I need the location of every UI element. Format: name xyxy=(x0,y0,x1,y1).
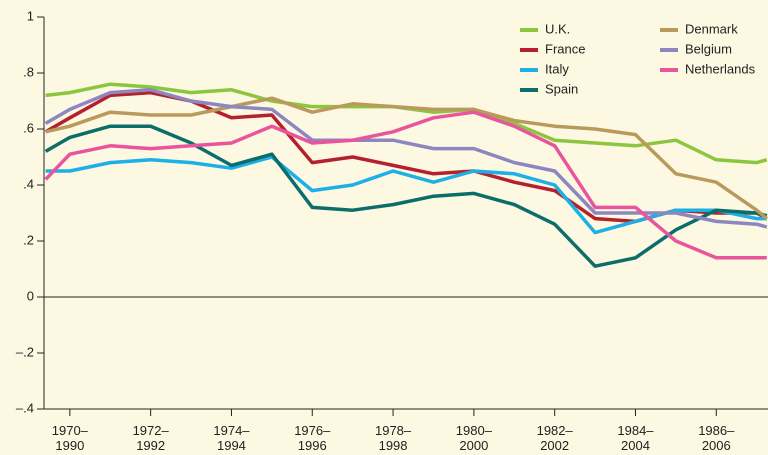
x-tick-label: 1984–2004 xyxy=(617,423,654,453)
y-tick-label: .4 xyxy=(23,176,34,191)
x-tick-label: 1978–1998 xyxy=(374,423,412,453)
x-tick-label: 1970–1990 xyxy=(51,423,88,453)
x-tick-label: 1972–1992 xyxy=(132,423,169,453)
legend-label: Denmark xyxy=(685,21,738,36)
series-line xyxy=(45,82,768,165)
series-line xyxy=(44,110,767,260)
legend-label: France xyxy=(545,41,585,56)
x-tick-label: 1974–1994 xyxy=(213,423,250,453)
x-tick-label: 1976–1996 xyxy=(294,423,331,453)
y-tick-label: –.4 xyxy=(16,400,34,415)
y-tick-label: .6 xyxy=(23,120,34,135)
legend-label: Italy xyxy=(545,61,569,76)
legend-label: Spain xyxy=(545,81,578,96)
series-line xyxy=(44,88,768,229)
x-tick-label: 1982–2002 xyxy=(536,423,573,453)
x-tick-label: 1986–2006 xyxy=(698,423,735,453)
legend-label: Netherlands xyxy=(685,61,756,76)
legend-label: Belgium xyxy=(685,41,732,56)
y-tick-label: 1 xyxy=(27,8,34,23)
y-tick-label: –.2 xyxy=(16,344,34,359)
y-tick-label: .8 xyxy=(23,64,34,79)
y-tick-label: .2 xyxy=(23,232,34,247)
y-tick-label: 0 xyxy=(27,288,34,303)
legend-label: U.K. xyxy=(545,21,570,36)
series-line xyxy=(45,96,768,220)
x-tick-label: 1980–2000 xyxy=(455,423,492,453)
